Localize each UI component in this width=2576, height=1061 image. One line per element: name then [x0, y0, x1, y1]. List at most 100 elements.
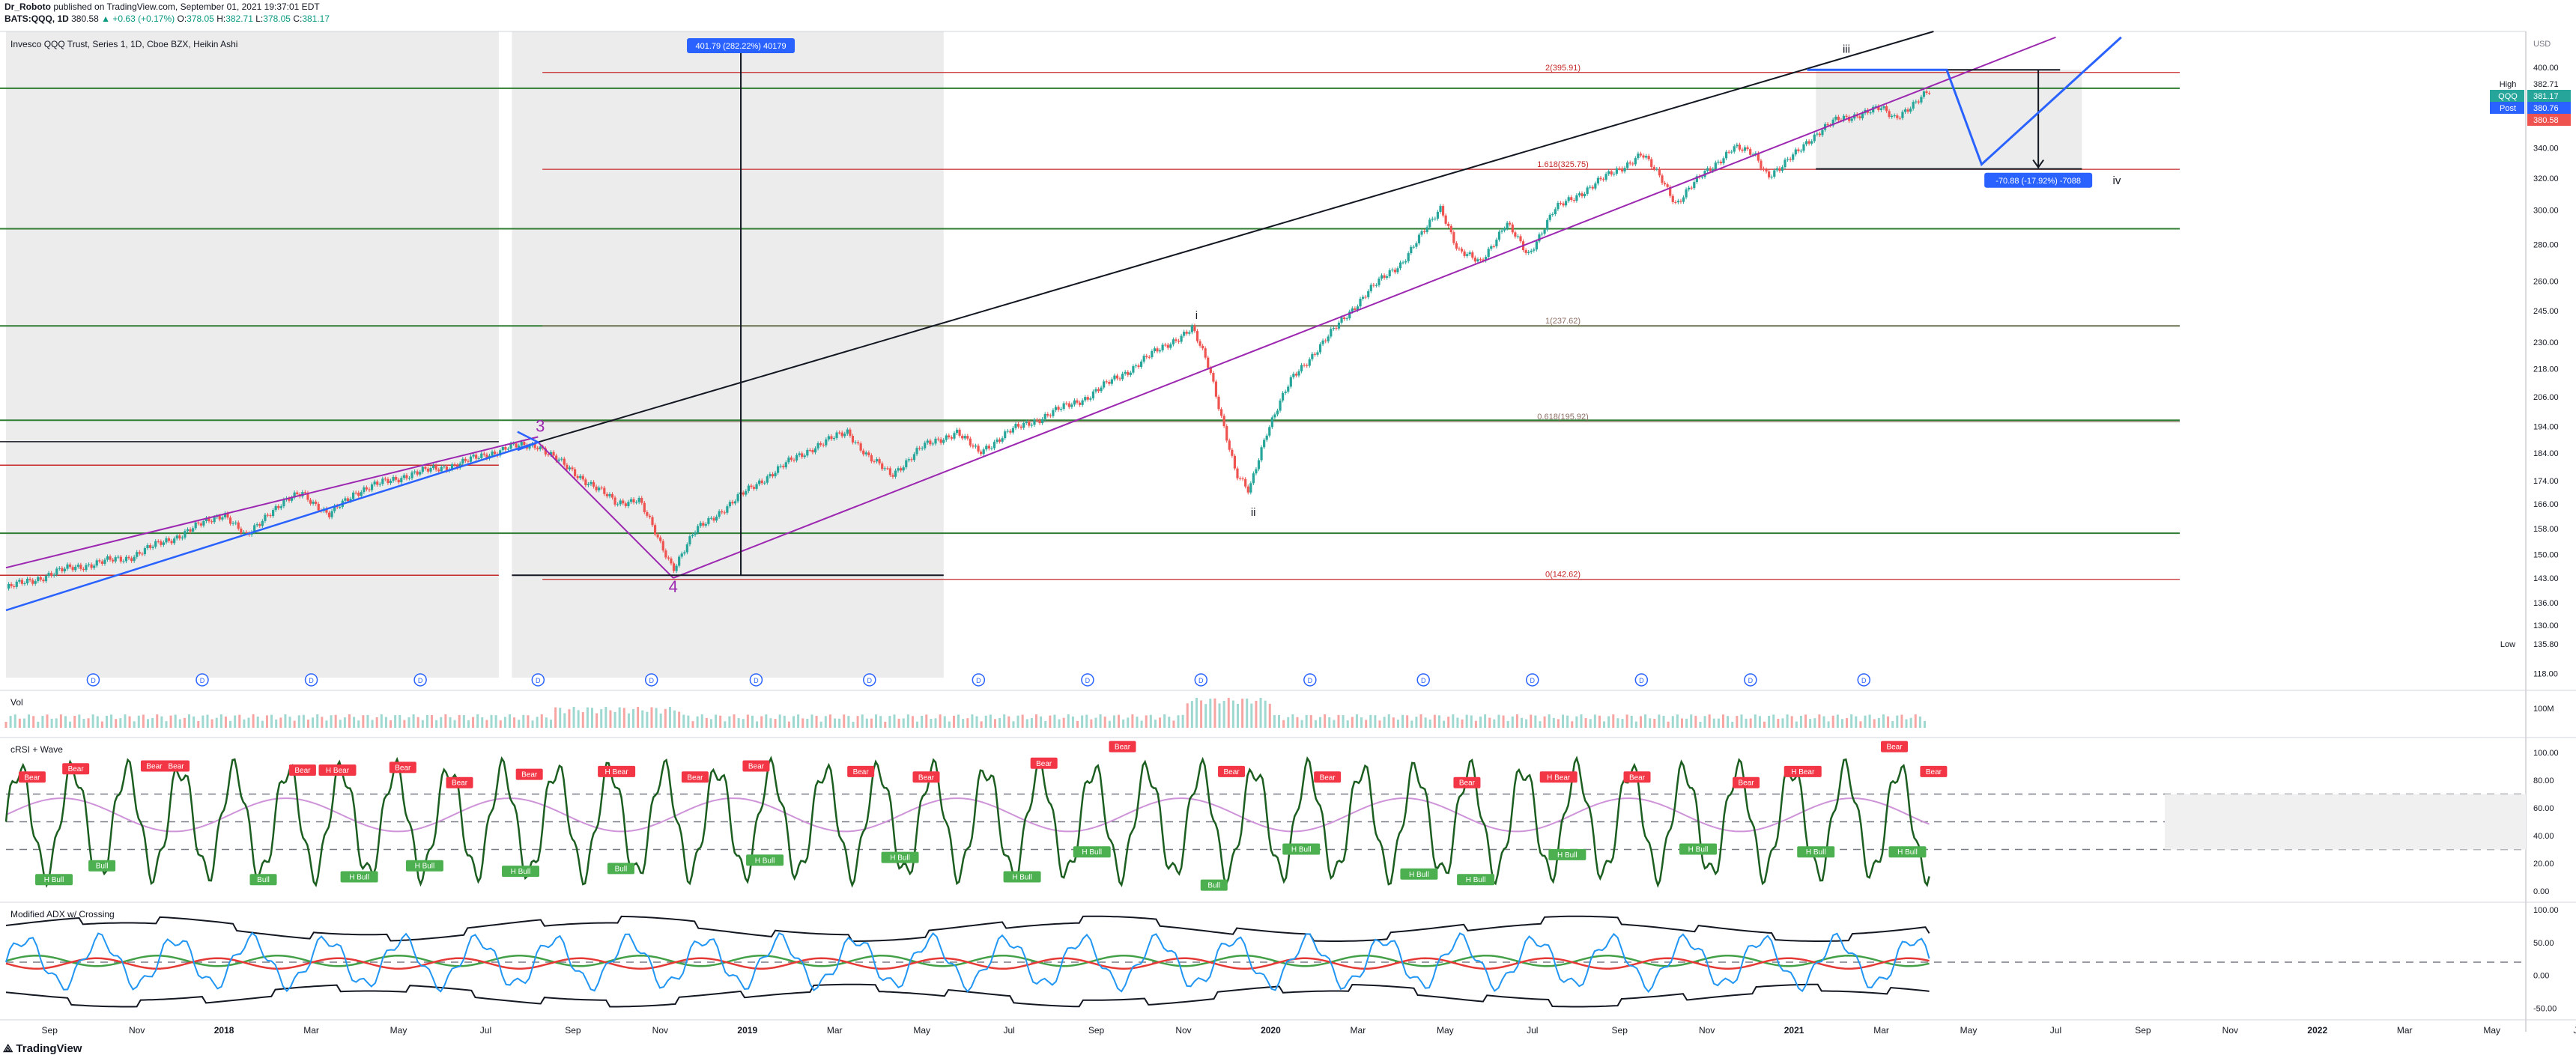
candle-body	[167, 538, 171, 541]
volume-bar	[1259, 698, 1262, 728]
candle-body	[173, 538, 176, 544]
bear-signal	[1783, 765, 1822, 777]
candle-body	[897, 468, 900, 471]
candle-body	[733, 501, 737, 504]
candle-body	[61, 568, 64, 572]
candle-body	[672, 563, 676, 571]
volume-bar	[1699, 721, 1702, 728]
volume-bar	[1273, 715, 1276, 728]
candle-body	[1487, 249, 1490, 258]
volume-bar	[884, 721, 887, 728]
volume-bar	[1754, 714, 1757, 728]
candle-body	[119, 556, 122, 562]
candle-body	[782, 466, 785, 468]
candle-body	[592, 481, 595, 487]
candle-body	[1877, 106, 1880, 110]
candle-body	[1492, 246, 1495, 248]
candle-body	[1043, 413, 1046, 419]
candle-body	[953, 433, 956, 439]
candle-body	[1201, 345, 1204, 349]
volume-bar	[545, 717, 548, 728]
candle-body	[1412, 246, 1415, 248]
candle-body	[122, 561, 125, 562]
candle-body	[189, 529, 192, 532]
trend-drawings	[5, 31, 2122, 612]
crsi-signal-line	[5, 797, 1930, 833]
signal-label: Bear	[294, 767, 311, 775]
volume-bar	[893, 714, 896, 728]
signal-label: H Bull	[1012, 874, 1032, 882]
bear-signal	[389, 761, 416, 773]
candle-body	[95, 560, 98, 566]
candle-body	[58, 568, 61, 569]
candle-body	[1041, 419, 1044, 424]
candle-body	[213, 517, 216, 523]
candle-body	[1204, 348, 1207, 358]
time-tick-label: Jul	[480, 1025, 491, 1036]
candle-body	[93, 565, 96, 568]
candle-body	[1685, 189, 1688, 198]
candle-body	[1583, 194, 1586, 197]
candle-body	[902, 467, 905, 471]
time-axis[interactable]: Sep Nov 2018 Mar May Jul Sep Nov 2019 Mar May Jul Se…	[0, 1019, 2576, 1036]
candle-body	[327, 512, 331, 517]
candle-body	[1378, 279, 1381, 285]
volume-bar	[577, 710, 580, 728]
candle-body	[1019, 426, 1022, 428]
candle-body	[1615, 168, 1618, 174]
volume-bar	[1836, 714, 1839, 728]
high-value: 382.71	[225, 13, 253, 24]
candle-body	[130, 558, 133, 562]
signal-label: Bull	[96, 863, 109, 871]
signal-label: Bear	[1886, 744, 1903, 752]
volume-bar	[1452, 714, 1455, 728]
bull-signal	[1679, 843, 1718, 855]
candle-body	[1559, 203, 1563, 204]
price-badge-tag	[2490, 90, 2524, 102]
candle-body	[1882, 106, 1885, 109]
price-tick-label: 184.00	[2533, 449, 2559, 458]
volume-bar	[59, 714, 62, 728]
candle-body	[154, 541, 157, 547]
candle-body	[395, 477, 398, 480]
volume-bar	[925, 714, 928, 728]
volume-bar	[265, 715, 268, 728]
author-name[interactable]: Dr_Roboto	[4, 1, 51, 12]
candle-body	[1270, 417, 1273, 428]
candle-body	[1634, 158, 1637, 165]
candle-body	[226, 513, 229, 518]
volume-bar	[499, 720, 502, 728]
candle-body	[955, 429, 959, 434]
volume-bar	[275, 719, 278, 728]
bull-signal	[746, 854, 784, 866]
wave-label: iv	[2113, 174, 2121, 187]
candle-body	[1821, 130, 1824, 136]
price-axis[interactable]: USD400.00380.00360.00340.00320.00300.002…	[2490, 40, 2571, 678]
candle-body	[1284, 392, 1287, 393]
wave-label: ii	[1251, 506, 1256, 519]
candle-body	[1388, 270, 1391, 276]
candle-body	[907, 459, 910, 460]
volume-bar	[105, 715, 108, 728]
volume-bar	[1722, 714, 1724, 728]
candle-body	[148, 545, 152, 548]
tradingview-footer[interactable]: ⟁ TradingView	[3, 1042, 82, 1055]
candle-body	[1601, 179, 1605, 180]
time-tick-label: May	[1960, 1025, 1978, 1036]
candle-body	[528, 446, 531, 449]
volume-bar	[1667, 721, 1670, 728]
candle-body	[667, 557, 670, 559]
volume-bar	[472, 717, 475, 728]
volume-bar	[1539, 721, 1542, 728]
candle-body	[1004, 431, 1007, 439]
volume-bar	[897, 718, 900, 728]
volume-bar	[1497, 714, 1500, 728]
volume-bar	[1342, 715, 1345, 728]
candle-body	[875, 459, 879, 462]
candle-body	[1490, 246, 1493, 249]
candle-body	[245, 532, 248, 533]
candle-body	[1802, 144, 1805, 151]
volume-bar	[563, 713, 566, 728]
candle-body	[651, 517, 654, 526]
